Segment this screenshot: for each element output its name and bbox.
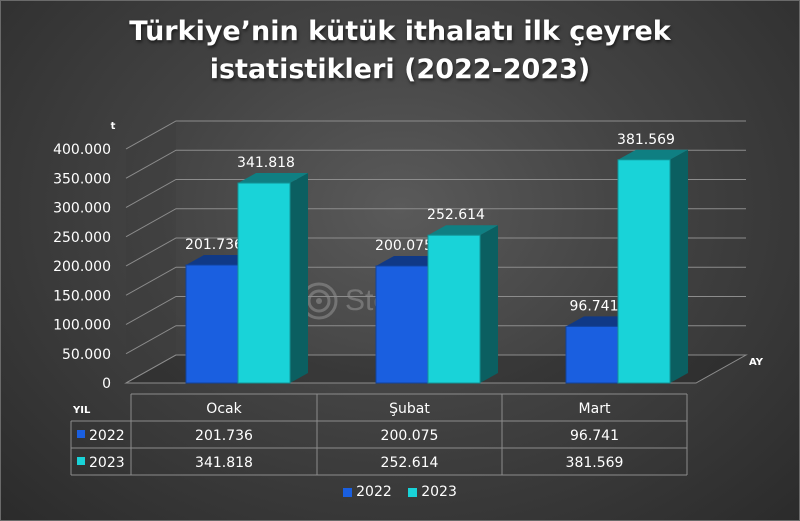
data-label-2022-1: 200.075	[375, 238, 433, 254]
legend-swatch-2022	[343, 487, 353, 497]
legend-label-2022: 2022	[356, 484, 392, 500]
gridline	[125, 149, 746, 179]
x-axis-label: AY	[749, 357, 764, 368]
data-label-2023-2: 381.569	[617, 132, 675, 148]
data-label-2022-2: 96.741	[570, 298, 619, 314]
gridline	[125, 208, 746, 238]
category-label-2: Mart	[579, 401, 611, 417]
y-tick-label: 150.000	[53, 288, 111, 304]
table-series-label-2023: 2023	[89, 455, 125, 471]
legend-item-2023: 2023	[408, 484, 457, 500]
bar-2023-1-side	[480, 225, 498, 383]
y-tick-label: 350.000	[53, 171, 111, 187]
legend: 2022 2023	[1, 484, 799, 501]
legend-label-2023: 2023	[421, 484, 457, 500]
y-tick-label: 0	[102, 376, 111, 392]
table-cell-2022-1: 200.075	[381, 428, 439, 444]
gridline	[125, 325, 746, 355]
y-tick-label: 100.000	[53, 318, 111, 334]
y-tick-label: 300.000	[53, 201, 111, 217]
table-cell-2023-0: 341.818	[195, 455, 253, 471]
bar-2022-0	[185, 264, 239, 384]
gridline	[125, 296, 746, 325]
gridline	[125, 120, 746, 150]
bar-2023-0-side	[290, 173, 308, 383]
y-tick-label: 50.000	[62, 347, 111, 363]
bar-2023-2	[617, 159, 671, 384]
table-series-label-2022: 2022	[89, 428, 125, 444]
bar-2023-1	[427, 234, 481, 384]
table-cell-2023-2: 381.569	[566, 455, 624, 471]
bar-chart: 0 50.000 100.000 150.000 200.000 250.000 300.0…	[53, 120, 764, 476]
chart-title-line-2: istatistikleri (2022-2023)	[209, 54, 591, 85]
legend-item-2022: 2022	[343, 484, 392, 500]
category-label-0: Ocak	[206, 401, 242, 417]
table-swatch-2023	[77, 457, 85, 465]
gridline	[125, 179, 746, 208]
data-label-2023-0: 341.818	[237, 155, 295, 171]
table-header-label: YIL	[72, 405, 91, 416]
bar-2023-1-top	[428, 225, 498, 236]
bar-2023-0-top	[238, 173, 308, 184]
chart-title: Türkiye’nin kütük ithalatı ilk çeyrek is…	[1, 13, 799, 89]
legend-swatch-2023	[408, 487, 418, 497]
table-swatch-2022	[77, 430, 85, 438]
data-label-2023-1: 252.614	[427, 207, 485, 223]
y-tick-label: 200.000	[53, 259, 111, 275]
bar-2023-2-top	[618, 149, 688, 160]
bar-2022-1	[375, 265, 429, 384]
table-cell-2023-1: 252.614	[381, 455, 439, 471]
gridline	[125, 266, 746, 296]
gridline	[125, 237, 746, 267]
data-label-2022-0: 201.736	[185, 237, 243, 253]
y-axis-label: t	[111, 121, 116, 132]
table-cell-2022-0: 201.736	[195, 428, 253, 444]
bar-2023-0	[237, 182, 291, 384]
chart-title-line-1: Türkiye’nin kütük ithalatı ilk çeyrek	[129, 16, 671, 47]
bar-2022-2	[565, 325, 619, 384]
bar-2023-2-side	[670, 149, 688, 383]
y-tick-label: 250.000	[53, 230, 111, 246]
category-label-1: Şubat	[389, 401, 430, 417]
y-tick-label: 400.000	[53, 142, 111, 158]
table-cell-2022-2: 96.741	[570, 428, 619, 444]
